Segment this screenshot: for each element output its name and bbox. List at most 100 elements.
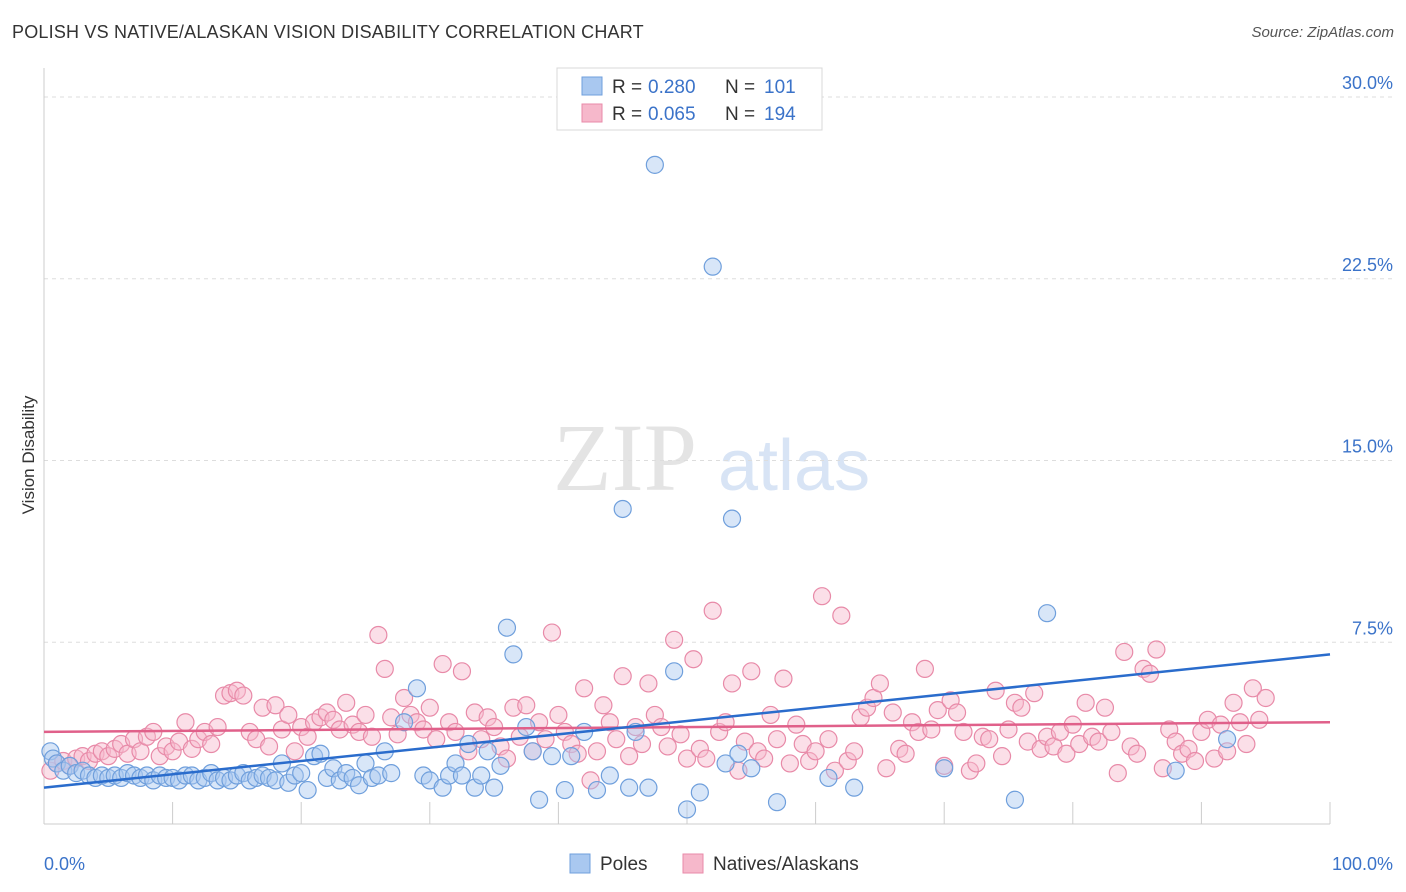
natives-point-59 <box>420 698 439 717</box>
natives-point-50 <box>362 727 382 746</box>
natives-point-167 <box>1115 642 1134 662</box>
chart-title: POLISH VS NATIVE/ALASKAN VISION DISABILI… <box>12 22 644 42</box>
natives-point-161 <box>1076 693 1095 712</box>
poles-point-95 <box>845 778 864 797</box>
poles-point-80 <box>613 499 632 519</box>
poles-point-91 <box>729 744 748 763</box>
x-tick-labels: 0.0% 100.0% <box>44 854 1393 874</box>
poles-point-81 <box>620 778 639 797</box>
series-legend-label-poles: Poles <box>600 854 648 875</box>
natives-point-46 <box>337 693 356 712</box>
poles-point-99 <box>1166 761 1185 780</box>
poles-point-79 <box>600 766 619 785</box>
natives-point-89 <box>613 667 632 686</box>
natives-point-112 <box>761 705 780 725</box>
natives-point-99 <box>677 749 697 768</box>
y-tick-label-1: 15.0% <box>1342 437 1393 457</box>
natives-point-143 <box>960 761 980 780</box>
natives-point-78 <box>542 623 562 642</box>
natives-point-83 <box>575 679 594 698</box>
natives-point-61 <box>433 654 452 674</box>
natives-point-96 <box>658 737 677 756</box>
natives-point-122 <box>825 761 844 780</box>
natives-point-88 <box>607 730 626 749</box>
poles-point-94 <box>819 768 838 788</box>
poles-point-62 <box>452 766 472 785</box>
natives-point-144 <box>967 754 986 773</box>
natives-point-9 <box>99 747 118 766</box>
natives-point-25 <box>202 734 221 754</box>
natives-point-103 <box>703 601 722 620</box>
poles-point-87 <box>690 783 709 802</box>
natives-point-120 <box>812 587 832 606</box>
natives-point-184 <box>1224 693 1243 712</box>
poles-point-67 <box>485 778 504 797</box>
natives-point-90 <box>620 747 639 766</box>
natives-point-68 <box>478 708 497 727</box>
watermark-zip: ZIP <box>553 404 697 511</box>
poles-point-55 <box>394 713 414 732</box>
y-tick-label-2: 22.5% <box>1342 255 1393 275</box>
y-tick-label-3: 30.0% <box>1342 73 1393 93</box>
natives-point-79 <box>549 705 568 725</box>
poles-point-78 <box>587 780 607 800</box>
legend-r-label-natives: R = <box>612 104 642 125</box>
stats-legend: R = 0.280 N = 101 R = 0.065 N = 194 <box>556 67 823 131</box>
natives-point-71 <box>497 749 517 768</box>
natives-trend-line <box>43 720 1331 734</box>
natives-point-63 <box>446 722 465 742</box>
natives-point-148 <box>992 747 1012 766</box>
poles-point-84 <box>645 155 664 174</box>
natives-point-19 <box>163 742 182 761</box>
natives-point-158 <box>1057 744 1076 763</box>
poles-points <box>41 155 1237 819</box>
natives-point-136 <box>915 659 935 679</box>
natives-point-34 <box>259 737 279 756</box>
natives-point-118 <box>800 751 819 771</box>
natives-point-97 <box>665 630 684 649</box>
natives-point-133 <box>896 744 915 763</box>
x-tick-label-1: 100.0% <box>1332 854 1393 874</box>
natives-point-69 <box>485 717 504 737</box>
legend-swatch-natives <box>581 103 603 123</box>
series-legend-label-natives: Natives/Alaskans <box>713 854 859 875</box>
poles-point-93 <box>767 793 787 812</box>
poles-point-88 <box>703 257 722 276</box>
natives-point-21 <box>176 713 195 732</box>
poles-point-65 <box>472 766 491 785</box>
natives-point-142 <box>954 722 973 742</box>
poles-point-98 <box>1037 604 1057 623</box>
natives-point-101 <box>690 739 709 758</box>
natives-point-57 <box>407 713 427 732</box>
y-tick-labels: 7.5% 15.0% 22.5% 30.0% <box>1342 73 1393 638</box>
poles-trend-line <box>43 653 1331 789</box>
natives-point-186 <box>1237 734 1256 754</box>
watermark-atlas: atlas <box>718 426 870 506</box>
natives-point-131 <box>883 703 902 722</box>
poles-point-90 <box>722 509 742 528</box>
watermark: ZIP atlas <box>553 404 870 511</box>
poles-point-75 <box>555 780 574 800</box>
natives-point-146 <box>980 730 999 749</box>
natives-point-124 <box>838 751 857 771</box>
gridlines <box>44 96 1392 643</box>
natives-point-129 <box>870 674 890 693</box>
poles-point-69 <box>497 618 517 637</box>
natives-point-115 <box>780 754 799 773</box>
poles-point-56 <box>407 679 427 698</box>
natives-point-93 <box>639 674 658 693</box>
natives-point-35 <box>266 696 285 715</box>
poles-point-89 <box>716 754 735 773</box>
natives-point-189 <box>1256 688 1275 708</box>
natives-point-64 <box>452 662 472 681</box>
natives-point-166 <box>1108 764 1127 783</box>
natives-point-116 <box>787 715 806 734</box>
poles-point-72 <box>523 742 542 761</box>
natives-point-52 <box>375 659 394 679</box>
poles-point-40 <box>292 764 311 783</box>
poles-point-83 <box>639 778 658 797</box>
natives-point-113 <box>767 730 787 749</box>
natives-point-164 <box>1095 698 1115 717</box>
natives-point-165 <box>1102 722 1121 742</box>
